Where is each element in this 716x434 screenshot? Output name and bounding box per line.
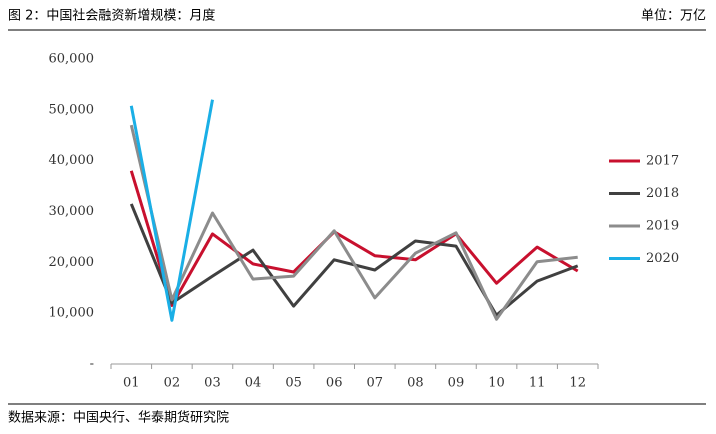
y-tick-label: 50,000 <box>49 102 95 117</box>
y-tick-label: 40,000 <box>49 153 95 168</box>
legend-label: 2020 <box>646 251 679 266</box>
legend-label: 2017 <box>646 154 679 169</box>
x-tick-label: 07 <box>367 376 384 391</box>
x-tick-label: 01 <box>123 376 140 391</box>
source-note: 数据来源：中国央行、华泰期货研究院 <box>8 410 229 426</box>
x-tick-label: 10 <box>488 376 505 391</box>
series-line <box>129 170 579 307</box>
series-line <box>129 124 578 321</box>
x-tick-label: 03 <box>204 376 221 391</box>
x-tick-label: 02 <box>164 376 181 391</box>
x-tick-label: 05 <box>285 376 302 391</box>
y-tick-label: 10,000 <box>49 306 95 321</box>
x-tick-label: 04 <box>245 376 262 391</box>
chart-title: 图 2：中国社会融资新增规模：月度 <box>8 8 215 24</box>
legend-label: 2018 <box>646 186 679 201</box>
unit-label: 单位：万亿 <box>641 9 706 24</box>
y-tick-label: 20,000 <box>49 255 95 270</box>
legend-label: 2019 <box>646 219 679 234</box>
x-tick-label: 12 <box>569 376 586 391</box>
x-tick-label: 08 <box>407 376 424 391</box>
x-tick-label: 06 <box>326 376 343 391</box>
y-tick-label: 60,000 <box>49 52 95 67</box>
series-line <box>129 99 214 322</box>
x-tick-label: 09 <box>448 376 465 391</box>
y-tick-label: 30,000 <box>49 204 95 219</box>
y-tick-label: - <box>90 357 94 372</box>
x-tick-label: 11 <box>529 376 546 391</box>
